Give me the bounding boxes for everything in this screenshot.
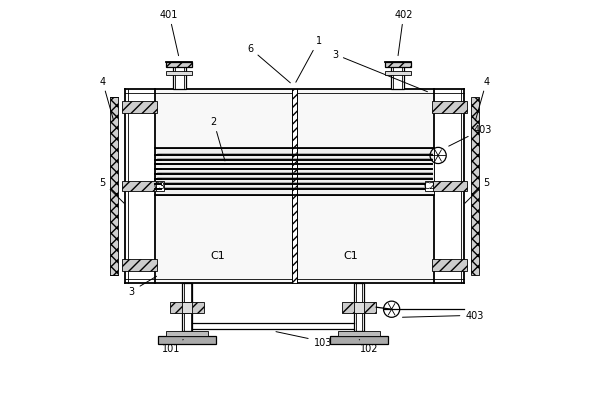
Bar: [155, 149, 434, 196]
Text: 403: 403: [402, 311, 484, 320]
Bar: [155, 181, 164, 192]
Bar: [391, 63, 404, 90]
Text: 3: 3: [332, 50, 428, 92]
Bar: [166, 71, 192, 76]
Bar: [183, 302, 192, 313]
Bar: [432, 259, 467, 271]
Bar: [425, 181, 434, 192]
Text: 402: 402: [395, 10, 413, 56]
Bar: [122, 102, 157, 114]
Text: 403: 403: [449, 125, 492, 147]
Text: 401: 401: [160, 10, 178, 57]
Text: C2: C2: [423, 182, 435, 191]
Bar: [385, 71, 411, 76]
Bar: [166, 63, 192, 68]
Bar: [158, 337, 216, 344]
Text: 1: 1: [296, 36, 322, 83]
Text: C1: C1: [210, 250, 225, 260]
Text: 101: 101: [162, 340, 183, 353]
Bar: [355, 302, 364, 313]
Bar: [338, 332, 380, 337]
Bar: [170, 302, 204, 313]
Bar: [330, 337, 388, 344]
Bar: [110, 98, 118, 275]
Text: 4: 4: [100, 77, 114, 122]
Text: 6: 6: [247, 44, 290, 84]
Text: C3: C3: [154, 182, 166, 191]
Bar: [122, 259, 157, 271]
Bar: [293, 90, 296, 283]
Bar: [471, 98, 479, 275]
Bar: [183, 283, 192, 332]
Bar: [355, 283, 364, 332]
Bar: [155, 90, 434, 283]
Bar: [432, 102, 467, 114]
Text: 5: 5: [99, 177, 124, 204]
Text: 103: 103: [276, 332, 332, 347]
Text: 3: 3: [129, 277, 157, 296]
Bar: [166, 332, 209, 337]
Text: 102: 102: [359, 340, 379, 353]
Bar: [342, 302, 376, 313]
Text: C1: C1: [344, 250, 359, 260]
Text: 2: 2: [210, 117, 225, 162]
Bar: [122, 181, 157, 192]
Bar: [385, 63, 411, 68]
Bar: [173, 63, 186, 90]
Bar: [432, 181, 467, 192]
Text: 5: 5: [465, 177, 490, 204]
Text: 4: 4: [475, 77, 489, 122]
